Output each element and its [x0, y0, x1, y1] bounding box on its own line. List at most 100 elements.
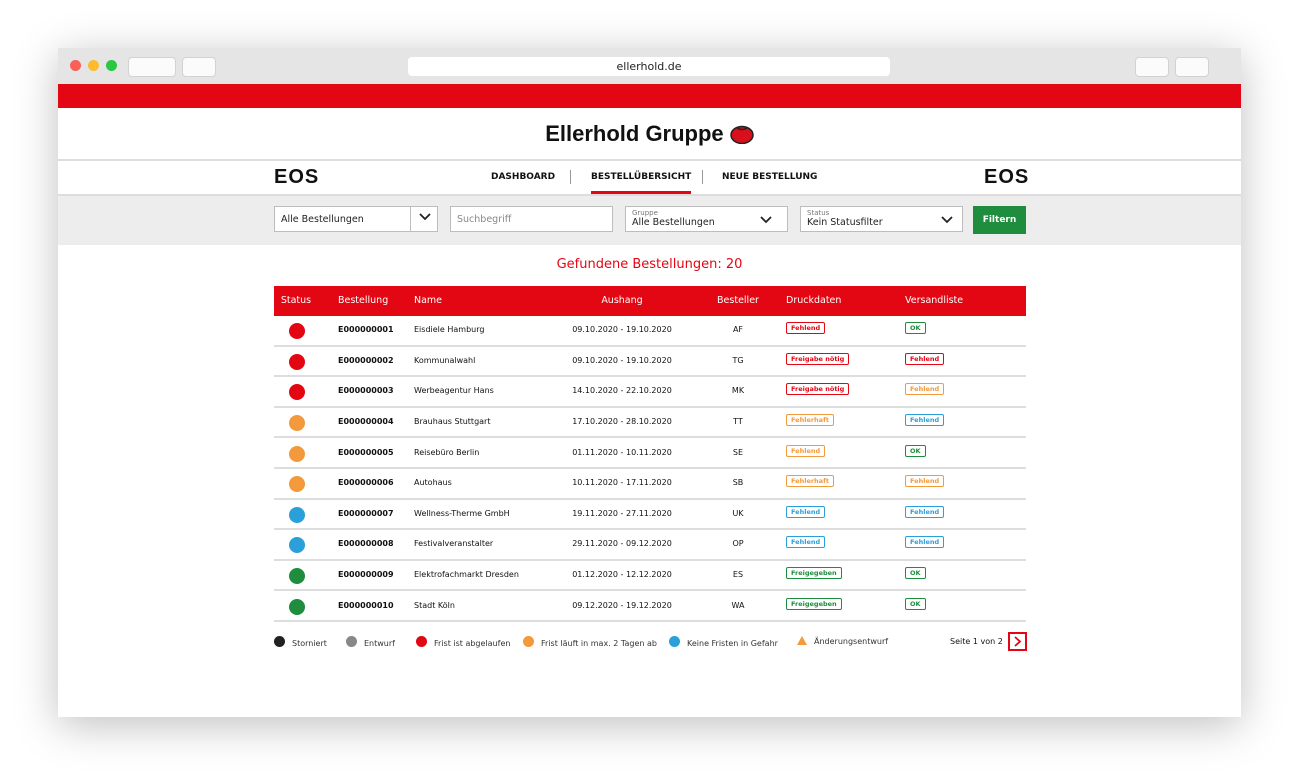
table-row[interactable]: E000000007 Wellness-Therme GmbH 19.11.2020… [274, 500, 1026, 531]
besteller: ES [732, 570, 744, 580]
share-button[interactable] [1135, 57, 1169, 77]
table-row[interactable]: E000000004 Brauhaus Stuttgart 17.10.2020 -… [274, 408, 1026, 439]
besteller: TG [732, 355, 744, 365]
table-row[interactable]: E000000002 Kommunalwahl 09.10.2020 - 19.10… [274, 347, 1026, 378]
order-id: E000000006 [338, 478, 394, 488]
legend-label: Keine Fristen in Gefahr [687, 639, 778, 648]
select-value: Alle Bestellungen [632, 217, 715, 228]
legend-label: Frist ist abgelaufen [434, 639, 511, 648]
aushang: 09.12.2020 - 19.12.2020 [572, 600, 672, 610]
legend-item: Storniert [274, 636, 327, 648]
table-row[interactable]: E000000009 Elektrofachmarkt Dresden 01.12.… [274, 561, 1026, 592]
druckdaten-tag: Freigegeben [786, 597, 842, 610]
order-id: E000000004 [338, 417, 394, 427]
druckdaten-tag: Fehlend [786, 536, 826, 549]
select-value: Alle Bestellungen [281, 214, 364, 225]
title-text: Ellerhold Gruppe [545, 121, 724, 146]
nav-item[interactable]: BESTELLÜBERSICHT [591, 160, 692, 194]
druckdaten-tag: Fehlerhaft [786, 414, 835, 427]
table-row[interactable]: E000000005 Reisebüro Berlin 01.11.2020 - 1… [274, 438, 1026, 469]
status-dot [289, 415, 305, 432]
group-select[interactable]: Gruppe Alle Bestellungen [625, 206, 788, 232]
druckdaten-tag: Fehlend [786, 505, 826, 518]
order-select[interactable]: Alle Bestellungen [274, 206, 438, 232]
legend-item: Keine Fristen in Gefahr [669, 636, 778, 648]
besteller: SE [732, 447, 744, 457]
aushang: 01.12.2020 - 12.12.2020 [572, 570, 672, 580]
table-row[interactable]: E000000001 Eisdiele Hamburg 09.10.2020 - 1… [274, 316, 1026, 347]
order-name: Festivalveranstalter [414, 539, 494, 549]
nav-item[interactable]: NEUE BESTELLUNG [722, 172, 818, 182]
legend-icon [523, 636, 534, 647]
order-id: E000000010 [338, 600, 394, 610]
legend-label: Storniert [292, 639, 327, 648]
legend-icon [797, 636, 807, 645]
aushang: 01.11.2020 - 10.11.2020 [572, 447, 672, 457]
logo[interactable]: EOS [274, 166, 320, 188]
order-id: E000000009 [338, 570, 394, 580]
aushang: 29.11.2020 - 09.12.2020 [572, 539, 672, 549]
order-name: Autohaus [414, 478, 452, 488]
order-name: Elektrofachmarkt Dresden [414, 570, 519, 580]
order-id: E000000002 [338, 355, 394, 365]
sidebar-button[interactable] [182, 57, 216, 77]
minimize-button[interactable] [88, 60, 99, 71]
besteller: UK [732, 508, 744, 518]
filter-button[interactable]: Filtern [973, 206, 1026, 234]
table-row[interactable]: E000000006 Autohaus 10.11.2020 - 17.11.202… [274, 469, 1026, 500]
order-name: Werbeagentur Hans [414, 386, 494, 396]
aushang: 19.11.2020 - 27.11.2020 [572, 508, 672, 518]
legend-label: Entwurf [364, 639, 395, 648]
logo[interactable]: EOS [984, 166, 1030, 188]
versandliste-tag: OK [905, 444, 926, 457]
table-row[interactable]: E000000008 Festivalveranstalter 29.11.2020… [274, 530, 1026, 561]
legend-icon [416, 636, 427, 647]
table-row[interactable]: E000000003 Werbeagentur Hans 14.10.2020 - … [274, 377, 1026, 408]
table-row[interactable]: E000000010 Stadt Köln 09.12.2020 - 19.12.2… [274, 591, 1026, 622]
status-dot [289, 506, 305, 523]
versandliste-tag: OK [905, 567, 926, 580]
status-dot [289, 476, 305, 493]
browser-toolbar: ellerhold.de [58, 48, 1241, 85]
besteller: WA [731, 600, 745, 610]
aushang: 09.10.2020 - 19.10.2020 [572, 325, 672, 335]
column-header: Versandliste [905, 295, 964, 306]
legend-label: Frist läuft in max. 2 Tagen ab [541, 639, 657, 648]
aushang: 10.11.2020 - 17.11.2020 [572, 478, 672, 488]
back-forward[interactable] [128, 57, 176, 77]
legend-item: Entwurf [346, 636, 395, 648]
filter-bar: Alle Bestellungen Suchbegriff Gruppe Alle… [58, 196, 1241, 245]
status-select[interactable]: Status Kein Statusfilter [800, 206, 963, 232]
order-id: E000000001 [338, 325, 394, 335]
url-bar[interactable]: ellerhold.de [408, 57, 890, 76]
aushang: 17.10.2020 - 28.10.2020 [572, 417, 672, 427]
next-page-button[interactable] [1008, 632, 1027, 651]
versandliste-tag: OK [905, 322, 926, 335]
column-header: Bestellung [338, 295, 389, 306]
status-dot [289, 353, 305, 370]
zoom-button[interactable] [106, 60, 117, 71]
pagination-text: Seite 1 von 2 [950, 637, 1003, 646]
nav-item[interactable]: DASHBOARD [491, 172, 556, 182]
besteller: AF [732, 325, 744, 335]
browser-window: ellerhold.de Ellerhold Gruppe EOS EOS DA… [58, 48, 1241, 717]
versandliste-tag: Fehlend [905, 505, 945, 518]
status-dot [289, 537, 305, 554]
besteller: MK [731, 386, 745, 396]
legend-label: Änderungsentwurf [814, 637, 889, 646]
close-button[interactable] [70, 60, 81, 71]
legend-icon [669, 636, 680, 647]
versandliste-tag: Fehlend [905, 536, 945, 549]
field-label: Gruppe [632, 209, 658, 217]
tabs-button[interactable] [1175, 57, 1209, 77]
status-dot [289, 568, 305, 585]
column-header: Name [414, 295, 443, 306]
table-header: Status Bestellung Name Aushang Besteller Druc… [274, 286, 1026, 316]
divider [570, 170, 571, 184]
field-label: Status [807, 209, 830, 217]
search-input[interactable]: Suchbegriff [450, 206, 613, 232]
status-dot [289, 323, 305, 340]
aushang: 09.10.2020 - 19.10.2020 [572, 355, 672, 365]
column-header: Status [280, 295, 312, 306]
